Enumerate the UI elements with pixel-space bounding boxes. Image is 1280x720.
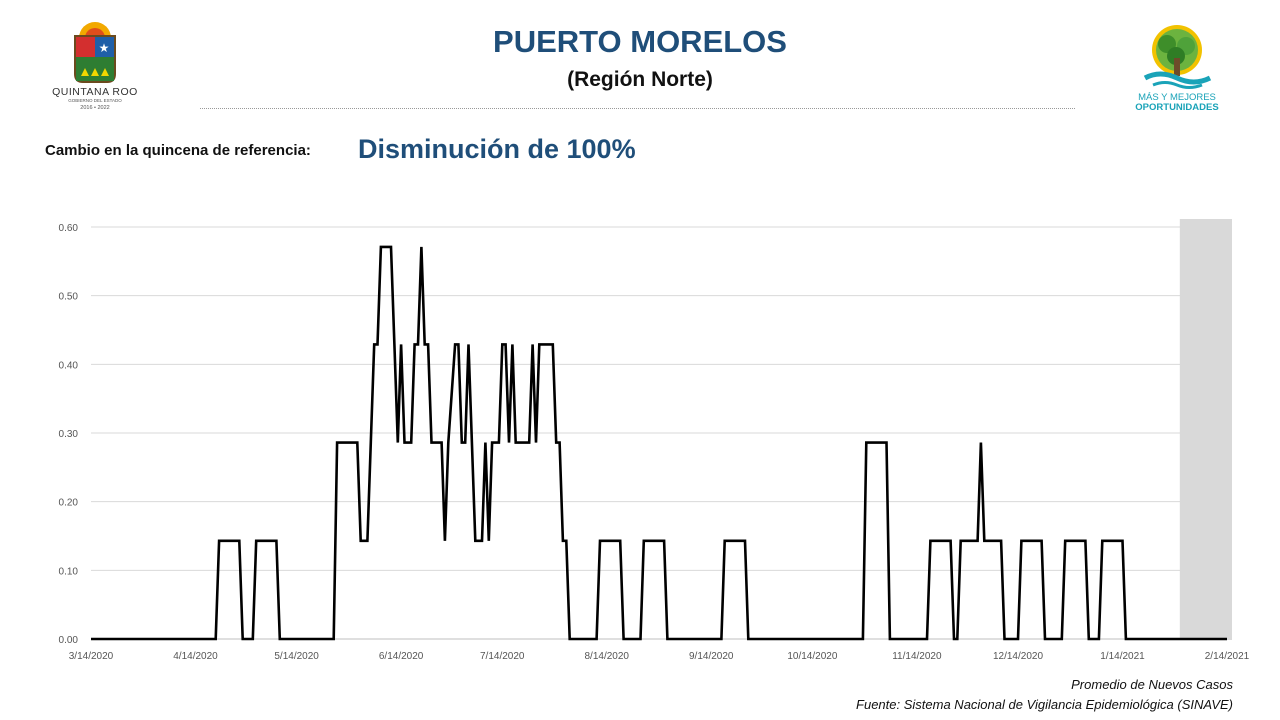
header-divider <box>200 108 1075 109</box>
x-tick-label: 2/14/2021 <box>1205 651 1250 662</box>
y-tick-label: 0.30 <box>59 429 79 440</box>
y-tick-label: 0.40 <box>59 360 79 371</box>
shaded-region <box>1179 219 1232 640</box>
x-tick-label: 3/14/2020 <box>69 651 114 662</box>
series-label: Promedio de Nuevos Casos <box>1071 677 1233 692</box>
x-tick-labels: 3/14/2020 4/14/2020 5/14/2020 6/14/2020 7/14… <box>69 651 1250 662</box>
x-tick-label: 5/14/2020 <box>274 651 319 662</box>
quintana-roo-logo: ★ QUINTANA ROO GOBIERNO DEL ESTADO 2016 … <box>40 18 150 114</box>
y-tick-label: 0.10 <box>59 566 79 577</box>
change-value: Disminución de 100% <box>358 134 636 164</box>
x-tick-label: 6/14/2020 <box>379 651 424 662</box>
tree-icon <box>1143 25 1212 89</box>
page-subtitle: (Región Norte) <box>567 68 713 91</box>
x-tick-label: 12/14/2020 <box>993 651 1043 662</box>
x-tick-label: 1/14/2021 <box>1100 651 1145 662</box>
x-tick-label: 8/14/2020 <box>585 651 630 662</box>
y-tick-label: 0.60 <box>59 223 79 234</box>
shaded-region-layer <box>1179 219 1232 640</box>
series-layer <box>91 245 1227 641</box>
logo-line1-text: MÁS Y MEJORES <box>1138 92 1216 103</box>
y-tick-label: 0.20 <box>59 498 79 509</box>
y-tick-labels: 0.00 0.10 0.20 0.30 0.40 0.50 0.60 <box>59 223 79 646</box>
series-line <box>91 245 1227 641</box>
x-tick-label: 9/14/2020 <box>689 651 734 662</box>
y-tick-label: 0.50 <box>59 292 79 303</box>
gridlines-layer <box>91 226 1227 640</box>
mas-y-mejores-oportunidades-logo: MÁS Y MEJORES OPORTUNIDADES <box>1120 20 1235 115</box>
page-title: PUERTO MORELOS <box>493 24 787 59</box>
x-tick-label: 4/14/2020 <box>173 651 218 662</box>
change-label: Cambio en la quincena de referencia: <box>45 142 311 159</box>
x-tick-label: 7/14/2020 <box>480 651 525 662</box>
svg-text:★: ★ <box>99 41 110 55</box>
cases-line-chart: 0.00 0.10 0.20 0.30 0.40 0.50 0.60 3/14/2020 4/… <box>59 219 1250 662</box>
government-text: GOBIERNO DEL ESTADO <box>68 98 122 103</box>
state-name-text: QUINTANA ROO <box>52 86 138 98</box>
source-note: Fuente: Sistema Nacional de Vigilancia E… <box>856 697 1233 712</box>
x-tick-label: 10/14/2020 <box>787 651 837 662</box>
logo-line2-text: OPORTUNIDADES <box>1135 102 1218 113</box>
y-tick-label: 0.00 <box>59 635 79 646</box>
years-text: 2016 • 2022 <box>80 105 109 111</box>
shield-icon: ★ <box>74 35 116 83</box>
x-tick-label: 11/14/2020 <box>892 651 942 662</box>
